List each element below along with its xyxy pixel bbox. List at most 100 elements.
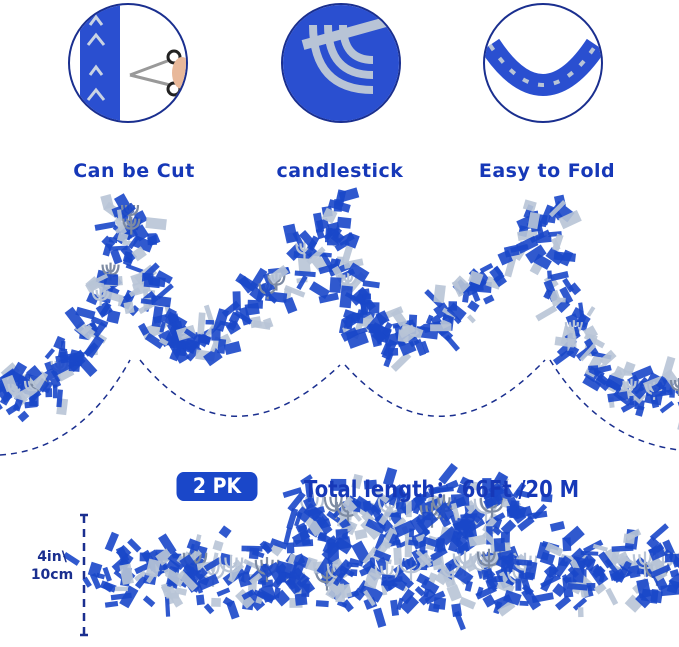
tinsel-strand [315,600,329,608]
tinsel-strand [396,597,404,611]
tinsel-strand [362,500,372,511]
tinsel-strand [549,521,566,532]
tinsel-strand [543,288,553,300]
tinsel-strand [194,567,208,581]
tinsel-strand [164,596,171,617]
tinsel-strand [552,555,572,578]
tinsel-strand [106,309,121,324]
tinsel-strand [120,244,138,263]
tinsel-strand [442,313,455,324]
tinsel-strand [309,281,330,300]
tinsel-strand [103,290,124,303]
tinsel-strand [143,277,161,289]
tinsel-strand [551,237,561,251]
tinsel-strand [418,588,436,606]
tinsel-strand [556,297,566,303]
tinsel-strand [42,368,57,382]
tinsel-strand [344,232,360,249]
tinsel-strand [659,400,675,414]
width-label: 4in\ 10cm [30,549,74,583]
tinsel-strand [44,348,56,360]
tinsel-strand [459,476,472,488]
tinsel-strand [212,540,224,552]
tinsel-strand [238,306,252,326]
tinsel-strand [444,334,460,352]
tinsel-strand [394,519,416,538]
tinsel-strand [548,199,567,218]
tinsel-strand [625,528,642,541]
tinsel-strand [467,300,480,313]
tinsel-strand [0,385,13,403]
tinsel-strand [453,567,474,586]
tinsel-strand [127,234,141,250]
tinsel-strand [75,306,96,320]
tinsel-strand [260,563,274,578]
tinsel-strand [57,367,75,382]
tinsel-strand [577,607,584,618]
tinsel-strand [270,538,288,550]
tinsel-strand [446,584,463,602]
tinsel-strand [500,519,517,536]
tinsel-strand [554,336,576,348]
tinsel-strand [402,556,418,571]
tinsel-strand [547,270,553,279]
tinsel-strand [515,578,522,591]
tinsel-strand [195,594,205,606]
tinsel-strand [544,542,564,557]
tinsel-strand [62,551,80,566]
tinsel-strand [158,533,177,556]
tinsel-strand [131,246,147,262]
tinsel-strand [345,326,368,338]
tinsel-strand [572,567,585,583]
tinsel-strand [32,371,49,391]
tinsel-strand [482,478,492,496]
tinsel-strand [362,293,372,300]
tinsel-strand [585,558,596,572]
tinsel-strand [391,577,408,592]
tinsel-strand [326,510,341,523]
tinsel-strand [594,373,613,392]
tinsel-strand [433,284,446,304]
tinsel-strand [140,298,153,305]
tinsel-strand [407,492,427,512]
tinsel-strand [527,212,541,230]
tinsel-strand [522,199,537,212]
tinsel-strand [497,600,516,617]
tinsel-strand [360,517,382,541]
tinsel-strand [329,277,342,293]
tinsel-strand [335,528,349,540]
tinsel-strand [89,573,102,590]
tinsel-strand [347,262,370,283]
tinsel-strand [197,312,206,335]
tinsel-strand [549,270,569,282]
tinsel-strand [49,376,62,389]
tinsel-strand [415,533,427,543]
tinsel-strand [158,337,169,346]
tinsel-strand [99,580,117,593]
tinsel-strand [304,515,323,537]
tinsel-strand [599,349,617,367]
tinsel-strand [610,568,625,582]
tinsel-strand [562,537,572,552]
tinsel-strand [603,548,621,567]
tinsel-strand [378,506,394,526]
tinsel-strand [493,601,503,615]
tinsel-strand [572,597,588,611]
tinsel-strand [373,607,387,628]
tinsel-strand [197,333,211,348]
tinsel-strand [330,478,347,491]
tinsel-strand [453,610,466,631]
tinsel-strand [217,338,227,354]
tinsel-strand [102,566,112,582]
tinsel-strand [331,265,346,284]
tinsel-strand [313,212,325,233]
tinsel-strand [359,564,376,577]
tinsel-strand [448,530,463,553]
tinsel-strand [388,533,399,546]
tinsel-strand [568,282,582,296]
tinsel-strand [620,399,639,413]
tinsel-strand [56,389,63,408]
tinsel-strand [552,583,567,598]
tinsel-strand [211,597,221,607]
tinsel-strand [582,375,602,392]
